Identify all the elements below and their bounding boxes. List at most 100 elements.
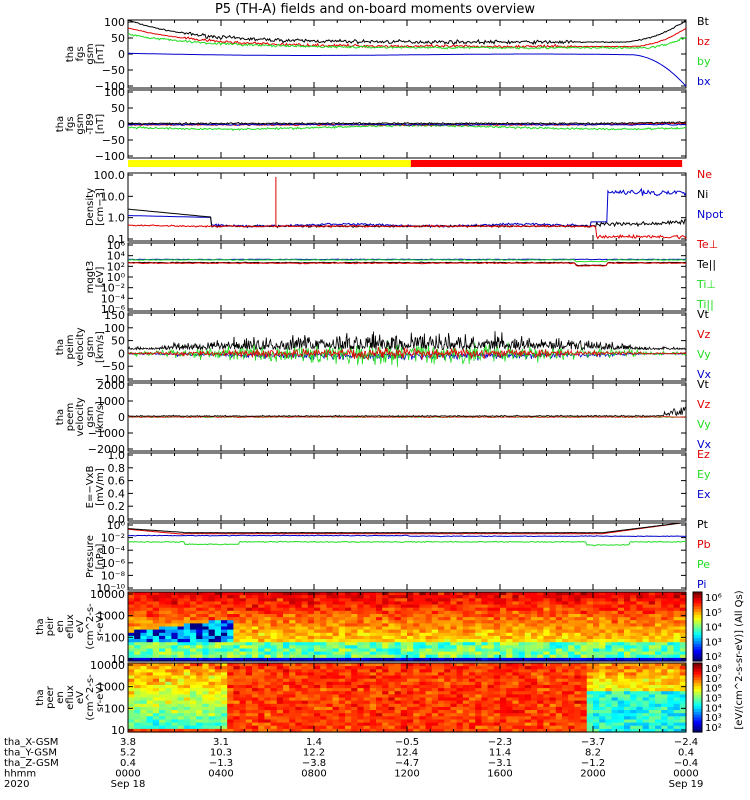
- spectrogram-cell: [611, 691, 619, 695]
- spectrogram-cell: [227, 663, 234, 667]
- spectrogram-cell: [475, 666, 482, 670]
- spectrogram-cell: [673, 610, 681, 615]
- spectrogram-cell: [425, 629, 433, 634]
- spectrogram-cell: [537, 722, 544, 727]
- spectrogram-cell: [419, 648, 427, 653]
- spectrogram-cell: [376, 614, 383, 618]
- spectrogram-cell: [301, 632, 309, 637]
- spectrogram-cell: [524, 626, 532, 631]
- spectrogram-s2: [128, 663, 687, 733]
- spectrogram-cell: [301, 657, 309, 662]
- x-axis-value: 0.4: [120, 758, 136, 769]
- spectrogram-cell: [555, 626, 563, 631]
- spectrogram-cell: [165, 620, 172, 624]
- spectrogram-cell: [580, 623, 588, 628]
- x-axis-value: 0000: [115, 769, 140, 780]
- spectrogram-cell: [481, 728, 489, 733]
- spectrogram-cell: [245, 604, 253, 609]
- spectrogram-cell: [648, 626, 656, 631]
- series-Pb: [127, 522, 686, 535]
- spectrogram-cell: [332, 626, 340, 631]
- spectrogram-cell: [574, 663, 582, 667]
- spectrogram-cell: [475, 672, 482, 677]
- spectrogram-cell: [562, 675, 569, 680]
- spectrogram-cell: [239, 598, 247, 602]
- spectrogram-cell: [314, 651, 321, 656]
- spectrogram-cell: [599, 719, 606, 724]
- y-tick-label: 10⁻⁶: [101, 303, 126, 316]
- spectrogram-cell: [283, 719, 290, 724]
- spectrogram-cell: [549, 703, 557, 708]
- spectrogram-cell: [165, 654, 172, 659]
- spectrogram-cell: [152, 632, 160, 637]
- spectrogram-cell: [357, 626, 365, 631]
- spectrogram-cell: [475, 629, 482, 634]
- spectrogram-cell: [500, 697, 507, 702]
- spectrogram-cell: [202, 610, 210, 615]
- spectrogram-cell: [134, 719, 141, 724]
- spectrogram-cell: [667, 620, 675, 624]
- spectrogram-cell: [568, 691, 575, 695]
- spectrogram-cell: [295, 675, 303, 680]
- spectrogram-cell: [208, 598, 216, 602]
- spectrogram-cell: [661, 623, 668, 628]
- spectrogram-cell: [183, 672, 191, 677]
- spectrogram-cell: [146, 697, 154, 702]
- spectrogram-cell: [555, 635, 563, 640]
- spectrogram-cell: [543, 632, 551, 637]
- spectrogram-cell: [438, 703, 445, 708]
- spectrogram-cell: [487, 639, 495, 643]
- spectrogram-cell: [593, 620, 600, 624]
- spectrogram-cell: [462, 598, 470, 602]
- spectrogram-cell: [221, 722, 228, 727]
- spectrogram-cell: [183, 626, 191, 631]
- spectrogram-cell: [562, 598, 569, 602]
- spectrogram-cell: [413, 601, 420, 606]
- spectrogram-cell: [196, 629, 203, 634]
- spectrogram-cell: [196, 635, 203, 640]
- spectrogram-cell: [673, 681, 681, 686]
- spectrogram-cell: [208, 642, 216, 646]
- spectrogram-cell: [202, 713, 210, 717]
- spectrogram-cell: [400, 713, 408, 717]
- colorbar-swatch: [693, 597, 702, 602]
- spectrogram-cell: [233, 694, 241, 699]
- spectrogram-cell: [500, 710, 507, 714]
- spectrogram-cell: [679, 722, 687, 727]
- spectrogram-cell: [314, 595, 321, 599]
- spectrogram-cell: [320, 700, 327, 705]
- spectrogram-cell: [469, 601, 476, 606]
- spectrogram-cell: [462, 710, 470, 714]
- spectrogram-cell: [431, 669, 439, 673]
- spectrogram-cell: [648, 666, 656, 670]
- spectrogram-cell: [307, 672, 315, 677]
- spectrogram-cell: [512, 719, 520, 724]
- spectrogram-cell: [190, 614, 197, 618]
- spectrogram-cell: [574, 722, 582, 727]
- spectrogram-cell: [332, 601, 340, 606]
- spectrogram-cell: [543, 639, 551, 643]
- spectrogram-cell: [462, 595, 470, 599]
- spectrogram-cell: [183, 651, 191, 656]
- spectrogram-cell: [146, 681, 154, 686]
- spectrogram-cell: [326, 697, 334, 702]
- spectrogram-cell: [673, 626, 681, 631]
- spectrogram-cell: [307, 626, 315, 631]
- spectrogram-cell: [252, 642, 259, 646]
- spectrogram-cell: [413, 663, 420, 667]
- spectrogram-cell: [128, 651, 135, 656]
- spectrogram-cell: [252, 725, 259, 730]
- spectrogram-cell: [586, 697, 594, 702]
- spectrogram-cell: [444, 626, 451, 631]
- spectrogram-cell: [177, 614, 185, 618]
- spectrogram-cell: [252, 697, 259, 702]
- spectrogram-cell: [295, 639, 303, 643]
- spectrogram-cell: [351, 629, 358, 634]
- spectrogram-cell: [171, 610, 179, 615]
- spectrogram-cell: [524, 672, 532, 677]
- spectrogram-cell: [214, 719, 222, 724]
- spectrogram-cell: [617, 716, 625, 720]
- spectrogram-cell: [636, 688, 644, 692]
- spectrogram-cell: [524, 651, 532, 656]
- spectrogram-cell: [171, 617, 179, 621]
